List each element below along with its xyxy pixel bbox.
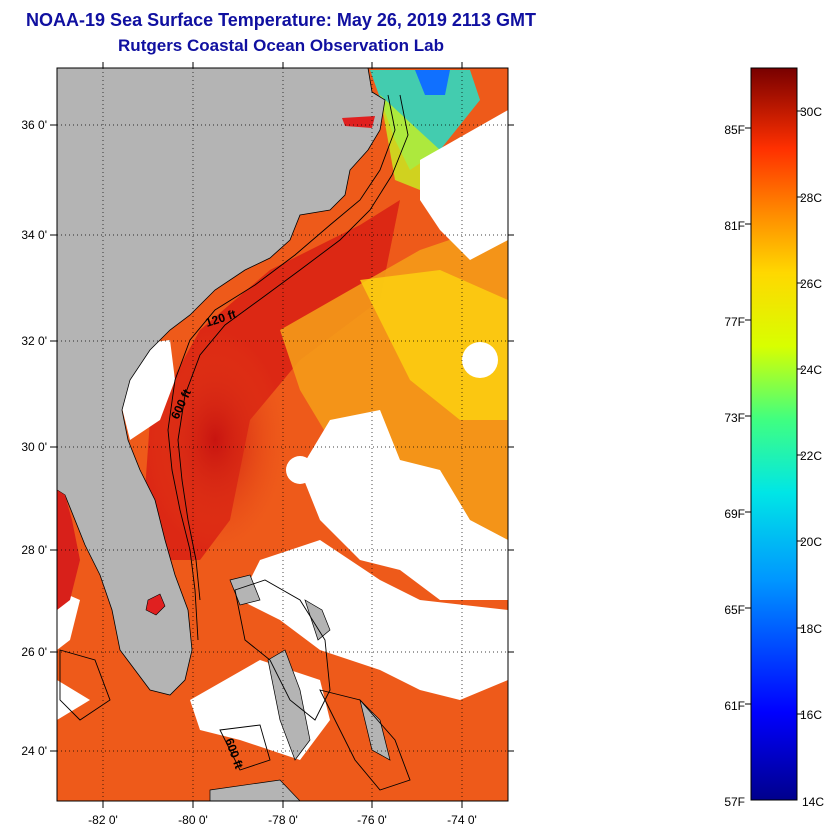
lat-label: 26 0' bbox=[21, 645, 47, 659]
colorbar-c-label: 22C bbox=[800, 449, 822, 463]
land-mainland bbox=[57, 68, 386, 696]
lat-label: 30 0' bbox=[21, 440, 47, 454]
lat-label: 36 0' bbox=[21, 118, 47, 132]
colorbar-f-label: 61F bbox=[724, 699, 745, 713]
shelf-cold-water bbox=[415, 70, 450, 95]
colorbar-f-label: 57F bbox=[724, 795, 745, 809]
colorbar-f-label: 77F bbox=[724, 315, 745, 329]
colorbar-c-label: 18C bbox=[800, 622, 822, 636]
lat-label: 32 0' bbox=[21, 334, 47, 348]
map-subtitle: Rutgers Coastal Ocean Observation Lab bbox=[118, 36, 444, 55]
colorbar-f-label: 69F bbox=[724, 507, 745, 521]
colorbar-f-label: 73F bbox=[724, 411, 745, 425]
isobath-contours bbox=[59, 94, 411, 791]
colorbar bbox=[750, 67, 798, 801]
lon-label: -78 0' bbox=[268, 813, 298, 827]
gulf-stream-hotspot bbox=[145, 330, 285, 550]
colorbar-f-label: 65F bbox=[724, 603, 745, 617]
lat-label: 28 0' bbox=[21, 543, 47, 557]
gulf-coast-water bbox=[57, 490, 80, 610]
lon-label: -76 0' bbox=[357, 813, 387, 827]
estuary-warm bbox=[342, 116, 375, 128]
colorbar-f-label: 85F bbox=[724, 123, 745, 137]
colorbar-c-label: 16C bbox=[800, 708, 822, 722]
map-frame-ticks bbox=[50, 62, 514, 808]
lake-okeechobee bbox=[145, 593, 166, 616]
colorbar-c-label: 20C bbox=[800, 535, 822, 549]
colorbar-ticks bbox=[745, 110, 803, 715]
map-area bbox=[57, 68, 508, 801]
colorbar-f-label: 81F bbox=[724, 219, 745, 233]
lat-label: 34 0' bbox=[21, 228, 47, 242]
lat-label: 24 0' bbox=[21, 744, 47, 758]
lon-label: -82 0' bbox=[88, 813, 118, 827]
colorbar-c-label: 14C bbox=[802, 795, 824, 809]
colorbar-c-label: 26C bbox=[800, 277, 822, 291]
offshore-yellow-water bbox=[360, 270, 508, 420]
map-title: NOAA-19 Sea Surface Temperature: May 26,… bbox=[26, 10, 536, 30]
lon-label: -80 0' bbox=[178, 813, 208, 827]
colorbar-c-label: 30C bbox=[800, 105, 822, 119]
colorbar-c-label: 28C bbox=[800, 191, 822, 205]
colorbar-c-label: 24C bbox=[800, 363, 822, 377]
lon-label: -74 0' bbox=[447, 813, 477, 827]
